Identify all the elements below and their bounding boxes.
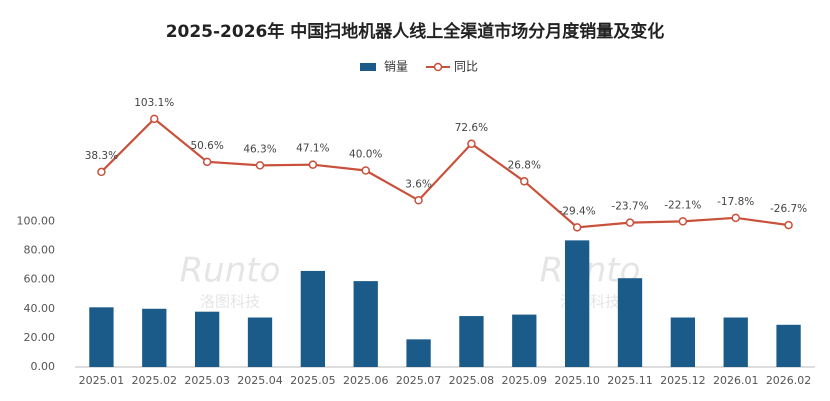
- line-point: [731, 213, 740, 223]
- bar: [564, 240, 590, 367]
- data-label: -29.4%: [559, 205, 596, 217]
- line-point: [308, 160, 318, 169]
- data-label: -17.8%: [717, 196, 754, 208]
- x-tick-label: 2025.03: [184, 374, 230, 387]
- x-tick-label: 2025.10: [554, 374, 600, 387]
- x-tick-label: 2025.06: [343, 374, 389, 387]
- data-label: -22.1%: [664, 199, 701, 211]
- x-tick-label: 2025.01: [79, 374, 125, 387]
- bar: [89, 307, 114, 367]
- line-point: [678, 217, 688, 226]
- bar: [194, 311, 220, 367]
- bar: [353, 281, 378, 367]
- watermark: 洛图科技: [200, 293, 260, 311]
- data-label: -26.7%: [770, 203, 807, 215]
- chart-title: 2025-2026年 中国扫地机器人线上全渠道市场分月度销量及变化: [166, 21, 665, 42]
- x-tick-label: 2025.12: [660, 374, 706, 387]
- data-label: 3.6%: [405, 178, 432, 190]
- x-tick-label: 2026.01: [713, 374, 759, 387]
- data-label: 46.3%: [243, 143, 276, 155]
- legend-swatch: [433, 62, 443, 72]
- data-label: 38.3%: [85, 150, 118, 162]
- data-label: 47.1%: [296, 143, 329, 155]
- x-tick-label: 2025.08: [449, 374, 495, 387]
- data-label: 40.0%: [349, 149, 382, 161]
- bar: [723, 317, 748, 367]
- data-label: -23.7%: [611, 201, 648, 213]
- y-tick-label: 40.00: [24, 302, 56, 315]
- legend-label: 销量: [384, 60, 408, 74]
- bar: [142, 308, 167, 367]
- data-label: 103.1%: [134, 97, 174, 109]
- line-point: [520, 177, 529, 186]
- x-tick-label: 2025.04: [237, 374, 283, 387]
- line-point: [467, 139, 476, 149]
- bar: [617, 278, 643, 367]
- legend-swatch: [360, 63, 376, 71]
- bar: [247, 317, 273, 367]
- bar: [670, 317, 696, 367]
- data-label: 72.6%: [455, 122, 488, 134]
- line: [100, 117, 789, 229]
- x-tick-label: 2025.05: [290, 374, 336, 387]
- bar: [776, 324, 801, 367]
- y-tick-label: 100.00: [17, 214, 56, 227]
- data-label: 26.8%: [508, 159, 541, 171]
- line-point: [625, 218, 635, 227]
- line-point: [361, 166, 370, 175]
- line-point: [572, 223, 582, 232]
- line-point: [784, 220, 793, 230]
- x-tick-label: 2025.07: [396, 374, 442, 387]
- y-tick-label: 0.00: [31, 360, 56, 373]
- bar: [512, 314, 537, 367]
- line-point: [202, 157, 212, 167]
- legend-label: 同比: [454, 60, 478, 74]
- line-point: [414, 196, 423, 205]
- line-point: [255, 161, 265, 170]
- y-tick-label: 20.00: [24, 331, 56, 344]
- x-tick-label: 2025.02: [132, 374, 178, 387]
- data-label: 50.6%: [190, 140, 223, 152]
- x-tick-label: 2025.09: [502, 374, 548, 387]
- bar: [300, 270, 326, 367]
- x-tick-label: 2026.02: [766, 374, 812, 387]
- watermark: Runto: [180, 251, 281, 291]
- line-point: [97, 167, 106, 177]
- bar: [406, 339, 431, 367]
- line-point: [150, 114, 159, 124]
- y-tick-label: 80.00: [24, 244, 56, 257]
- y-tick-label: 60.00: [24, 273, 56, 286]
- bar: [459, 316, 484, 367]
- x-tick-label: 2025.11: [607, 374, 653, 387]
